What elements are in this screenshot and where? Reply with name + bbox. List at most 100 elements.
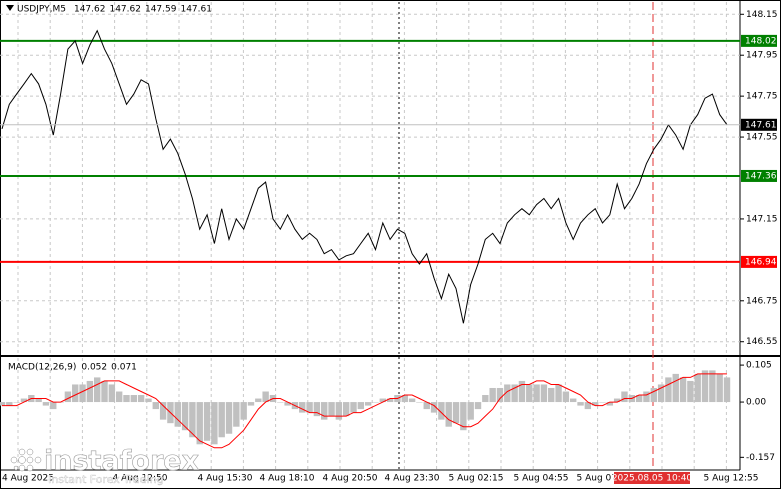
- histogram-bar: [342, 402, 350, 417]
- histogram-bar: [570, 398, 577, 403]
- histogram-bar: [152, 402, 159, 410]
- y-tick-label: -0.157: [746, 453, 775, 463]
- histogram-bar: [599, 402, 606, 403]
- histogram-bar: [438, 402, 445, 420]
- y-tick-label: 147.95: [746, 51, 778, 61]
- histogram-bar: [665, 377, 672, 403]
- time-highlight: [614, 472, 690, 484]
- histogram-bar: [79, 384, 86, 403]
- price-tag: [741, 34, 777, 47]
- price-tag-label: 146.94: [745, 257, 777, 267]
- histogram-bar: [145, 398, 152, 403]
- histogram-bar: [72, 384, 79, 403]
- histogram-bar: [137, 395, 145, 403]
- histogram-bar: [694, 373, 701, 403]
- histogram-bar: [540, 384, 548, 403]
- histogram-bar: [86, 380, 94, 403]
- price-tag-label: 148.02: [745, 36, 777, 46]
- histogram-bar: [452, 402, 460, 424]
- histogram-bar: [123, 395, 130, 403]
- histogram-bar: [467, 402, 474, 420]
- signal-line: [2, 373, 727, 449]
- histogram-bar: [672, 373, 679, 403]
- histogram-bar: [130, 395, 138, 403]
- histogram-bar: [584, 402, 592, 410]
- histogram-bar: [50, 402, 57, 410]
- y-tick-label: 146.55: [746, 337, 778, 347]
- histogram-bar: [643, 391, 650, 403]
- price-tag-label: 147.61: [745, 120, 777, 130]
- histogram-bar: [416, 402, 423, 403]
- histogram-bar: [518, 380, 526, 403]
- y-tick-label: 146.75: [746, 296, 778, 306]
- histogram-bar: [13, 402, 20, 403]
- histogram-bar: [240, 402, 247, 420]
- ohlc-open: 147.62: [74, 5, 106, 15]
- histogram-bar: [174, 402, 181, 427]
- histogram-bar: [108, 384, 116, 403]
- histogram-bar: [321, 402, 328, 420]
- histogram-bar: [577, 402, 584, 406]
- x-tick-label: 2025.08.05 10:40: [612, 474, 693, 484]
- x-tick-label: 4 Aug 12:50: [113, 474, 168, 484]
- y-tick-label: 148.15: [746, 10, 778, 20]
- x-tick-label: 5 Aug 07:35: [577, 474, 632, 484]
- price-tag: [741, 169, 777, 182]
- ohlc-high: 147.62: [109, 5, 141, 15]
- x-tick-label: 4 Aug 2025: [2, 474, 54, 484]
- macd-reading: 0.052: [81, 363, 107, 373]
- histogram-bar: [482, 395, 489, 403]
- histogram-bar: [716, 373, 723, 403]
- histogram-bar: [372, 402, 379, 403]
- histogram-bar: [657, 384, 665, 403]
- histogram-bar: [526, 384, 533, 403]
- indicator-name: MACD(12,26,9): [8, 363, 76, 373]
- x-tick-label: 5 Aug 04:55: [514, 474, 569, 484]
- x-tick-label: 4 Aug 15:30: [198, 474, 253, 484]
- histogram-bar: [533, 384, 540, 403]
- price-tag: [741, 118, 777, 131]
- x-tick-label: 5 Aug 12:55: [704, 474, 759, 484]
- histogram-bar: [701, 370, 709, 403]
- histogram-bar: [328, 402, 335, 417]
- header-icon: [6, 5, 14, 11]
- histogram-bar: [277, 402, 284, 403]
- y-tick-label: 147.75: [746, 92, 778, 102]
- histogram-bar: [460, 402, 467, 431]
- histogram-bar: [211, 402, 218, 445]
- histogram-bar: [548, 387, 555, 403]
- histogram-bar: [196, 402, 203, 445]
- histogram-bar: [562, 391, 570, 403]
- histogram-bar: [408, 398, 416, 403]
- histogram-bar: [94, 377, 101, 403]
- histogram-bar: [64, 391, 72, 403]
- price-tag: [741, 255, 777, 268]
- histogram-bar: [189, 402, 196, 438]
- histogram-bar: [313, 402, 321, 417]
- histogram-bar: [723, 377, 731, 403]
- histogram-bar: [335, 402, 343, 420]
- price-tag-label: 147.36: [745, 171, 777, 181]
- histogram-bar: [401, 395, 408, 403]
- histogram-bar: [687, 380, 694, 403]
- signal-reading: 0.071: [111, 363, 137, 373]
- ohlc-close: 147.61: [180, 5, 212, 15]
- histogram-bar: [225, 402, 233, 434]
- watermark: instaforex Instant Forex Trading: [10, 445, 199, 486]
- histogram-bar: [181, 402, 189, 431]
- histogram-bar: [364, 402, 372, 406]
- histogram-bar: [445, 402, 452, 427]
- histogram-bar: [42, 402, 50, 406]
- y-tick-label: 147.15: [746, 214, 778, 224]
- histogram-bar: [218, 402, 225, 438]
- histogram-bar: [379, 398, 387, 403]
- histogram-bar: [284, 402, 291, 406]
- histogram-bar: [6, 402, 13, 406]
- price-line: [1, 29, 728, 324]
- histogram-bar: [496, 387, 504, 403]
- histogram-bar: [635, 395, 643, 403]
- symbol: USDJPY,M5: [17, 5, 66, 15]
- histogram-bar: [679, 377, 687, 403]
- histogram-bar: [423, 402, 430, 410]
- histogram-bar: [20, 398, 28, 403]
